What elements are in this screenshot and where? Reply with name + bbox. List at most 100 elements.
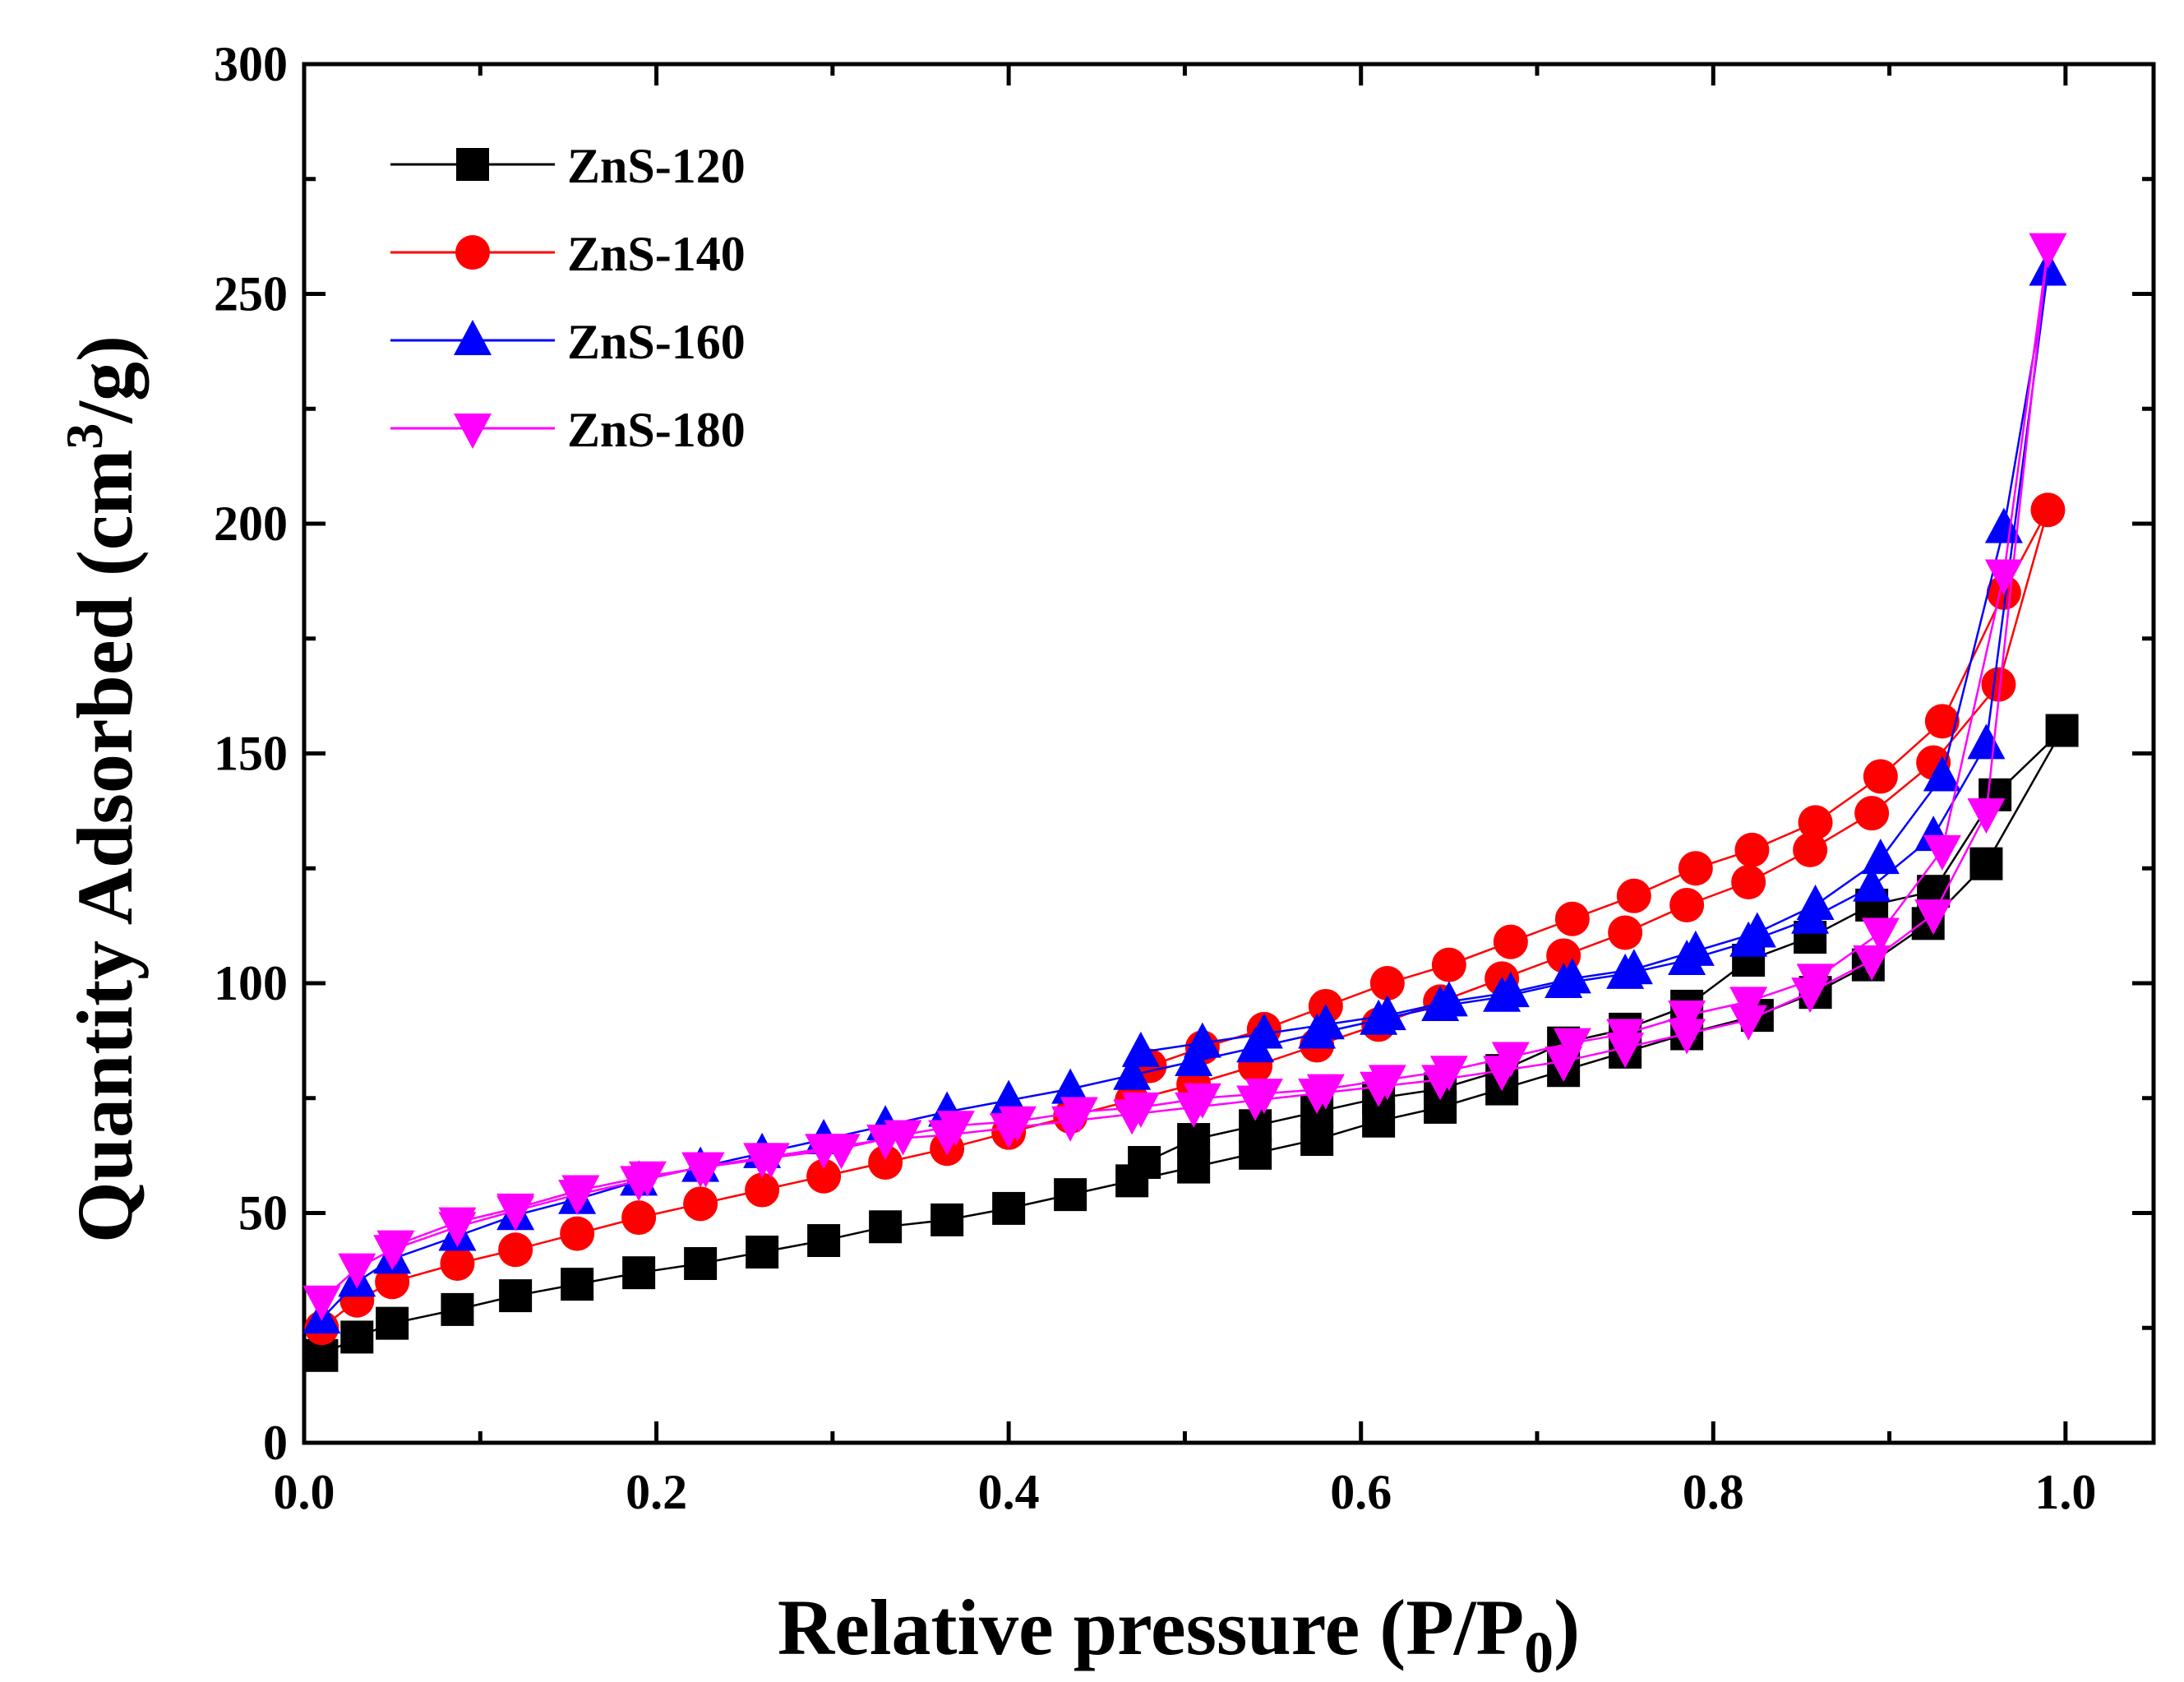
series-layer [302, 233, 2079, 1372]
y-tick-label: 200 [214, 497, 288, 551]
y-tick-label: 100 [214, 956, 288, 1010]
data-point [1493, 924, 1528, 959]
data-point [1734, 832, 1770, 867]
data-point [1981, 667, 2016, 702]
x-tick-label: 0.4 [978, 1465, 1040, 1519]
data-point [376, 1230, 415, 1266]
data-point [1553, 958, 1591, 994]
data-point [621, 1200, 657, 1236]
data-point [1669, 887, 1705, 922]
data-point [1175, 1041, 1213, 1077]
data-point [684, 1246, 718, 1280]
series-ZnS-120 [305, 714, 2079, 1372]
legend-item: ZnS-120 [390, 139, 746, 193]
data-point [1798, 805, 1833, 840]
data-point [1054, 1178, 1087, 1212]
legend: ZnS-120 ZnS-140 ZnS-160 ZnS-180 [390, 139, 746, 457]
y-axis-title-main: Quantity Adsorbed (cm [61, 450, 149, 1243]
data-point [1923, 834, 1961, 871]
y-axis-title-close: /g) [61, 335, 149, 424]
data-point [683, 1186, 718, 1222]
data-point [930, 1203, 964, 1236]
data-point [1729, 1005, 1768, 1041]
data-point [440, 1245, 475, 1281]
data-point [622, 1256, 656, 1290]
y-tick-label: 250 [214, 267, 288, 321]
series-ZnS-180 [302, 233, 2067, 1321]
data-point [869, 1210, 903, 1244]
data-point [998, 1106, 1037, 1142]
data-point [302, 1285, 341, 1321]
data-point [1924, 704, 1960, 739]
x-axis-title-main: Relative pressure (P/P [778, 1583, 1524, 1671]
data-point [1431, 947, 1466, 982]
data-point [1300, 1123, 1334, 1157]
data-point [1796, 884, 1835, 920]
data-point [1967, 798, 2006, 834]
data-point [992, 1191, 1026, 1225]
data-point [1244, 1079, 1283, 1115]
y-tick-label: 50 [238, 1186, 288, 1241]
data-point [499, 1279, 533, 1313]
data-point [2045, 714, 2079, 747]
data-point [2030, 492, 2066, 528]
data-point [1060, 1097, 1098, 1133]
data-point [438, 1207, 477, 1243]
data-point [1183, 1083, 1221, 1119]
legend-marker [456, 148, 489, 181]
data-point [936, 1111, 975, 1147]
data-point [1676, 930, 1715, 966]
y-axis-title: Quantity Adsorbed (cm3/g) [55, 335, 149, 1243]
data-point [561, 1175, 600, 1211]
x-axis-title-sub: 0 [1524, 1620, 1554, 1682]
data-point [1729, 987, 1768, 1023]
x-tick-label: 0.2 [626, 1465, 687, 1519]
data-point [807, 1224, 841, 1258]
data-point [1668, 1019, 1706, 1055]
data-point [1183, 1022, 1221, 1058]
data-point [560, 1216, 595, 1251]
legend-marker [454, 320, 492, 355]
x-tick-label: 1.0 [2034, 1465, 2096, 1519]
data-point [1429, 1056, 1468, 1092]
data-point [1306, 1074, 1345, 1110]
data-point [338, 1253, 376, 1289]
data-point [806, 1158, 842, 1194]
data-point [498, 1232, 533, 1268]
legend-label: ZnS-120 [567, 139, 746, 193]
legend-item: ZnS-160 [390, 315, 746, 369]
x-axis-title-close: ) [1554, 1583, 1580, 1671]
data-point [1678, 851, 1713, 886]
data-point [822, 1134, 861, 1170]
data-point [1239, 1136, 1272, 1170]
data-point [746, 1236, 779, 1269]
data-point [1984, 507, 2023, 543]
data-point [1914, 899, 1953, 936]
data-point [1177, 1150, 1211, 1184]
data-point [340, 1320, 374, 1354]
data-point [1967, 723, 2006, 760]
data-point [1923, 756, 1961, 792]
data-point [1608, 915, 1643, 950]
x-tick-label: 0.8 [1683, 1465, 1744, 1519]
data-point [1177, 1123, 1211, 1157]
data-point [1368, 995, 1406, 1031]
x-axis-title: Relative pressure (P/P0) [778, 1583, 1580, 1682]
data-point [1796, 963, 1835, 1000]
legend-label: ZnS-180 [567, 403, 746, 457]
data-point [1244, 1013, 1283, 1049]
x-tick-label: 0.0 [274, 1465, 335, 1519]
x-tick-label: 0.6 [1330, 1465, 1392, 1519]
data-point [1731, 865, 1766, 900]
legend-label: ZnS-140 [567, 227, 746, 281]
y-tick-label: 150 [214, 727, 288, 781]
data-point [1861, 917, 1900, 954]
data-point [2029, 233, 2067, 269]
data-point [1113, 1054, 1152, 1090]
legend-marker [454, 414, 492, 449]
data-point [1969, 847, 2003, 880]
data-point [561, 1268, 594, 1301]
y-tick-label: 300 [214, 37, 288, 91]
data-point [1121, 1092, 1160, 1128]
data-point [686, 1152, 725, 1188]
